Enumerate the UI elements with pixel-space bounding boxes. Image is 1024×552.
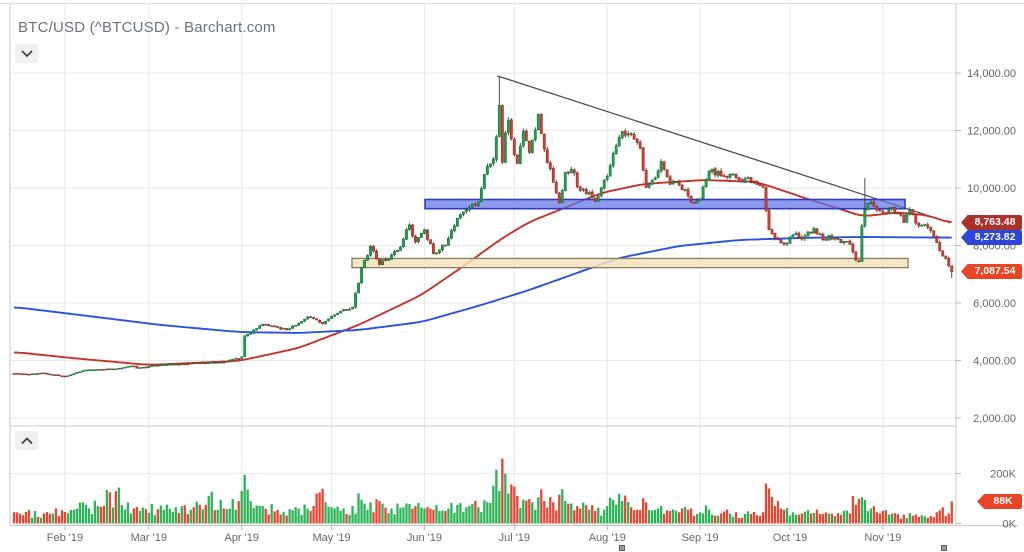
svg-text:4,000.00: 4,000.00 (973, 356, 1016, 368)
svg-text:0K: 0K (1003, 519, 1017, 531)
scrollbar-handle-left[interactable] (619, 545, 625, 551)
top-border (0, 3, 1024, 4)
ma-slow-line[interactable] (13, 236, 952, 334)
support-zone[interactable] (351, 257, 909, 269)
svg-text:Sep '19: Sep '19 (682, 532, 719, 544)
last-price-badge: 7,087.54 (961, 264, 1022, 279)
svg-text:Apr '19: Apr '19 (224, 532, 259, 544)
scrollbar-handle-right[interactable] (941, 545, 947, 551)
chart-title: BTC/USD (^BTCUSD) - Barchart.com (18, 19, 276, 36)
resistance-zone[interactable] (424, 198, 906, 210)
svg-text:6,000.00: 6,000.00 (973, 298, 1016, 310)
descending-trendline[interactable] (497, 75, 951, 224)
axis-labels: 14,000.0012,000.0010,000.008,000.006,000… (47, 68, 1017, 544)
svg-text:Jul '19: Jul '19 (499, 532, 530, 544)
symbol-collapse-button[interactable] (15, 44, 38, 63)
svg-text:12,000.00: 12,000.00 (967, 126, 1016, 138)
volume-pane-collapse-button[interactable] (15, 431, 38, 450)
svg-text:10,000.00: 10,000.00 (967, 183, 1016, 195)
ma-slow-price-badge: 8,273.82 (961, 230, 1022, 245)
svg-text:Mar '19: Mar '19 (131, 532, 167, 544)
svg-text:14,000.00: 14,000.00 (967, 68, 1016, 80)
svg-text:May '19: May '19 (312, 532, 350, 544)
svg-text:200K: 200K (990, 469, 1016, 481)
svg-text:Jun '19: Jun '19 (407, 532, 442, 544)
chevron-up-icon (21, 436, 32, 444)
volume-badge: 88K (977, 494, 1022, 509)
chevron-down-icon (21, 50, 32, 57)
svg-text:Nov '19: Nov '19 (864, 532, 901, 544)
svg-text:2,000.00: 2,000.00 (973, 413, 1016, 425)
svg-text:Feb '19: Feb '19 (47, 532, 83, 544)
volume-bars-layer[interactable] (12, 458, 953, 524)
axis-ticks (64, 72, 961, 530)
ma-fast-price-badge: 8,763.48 (961, 215, 1022, 230)
svg-text:Oct '19: Oct '19 (773, 532, 808, 544)
candles-layer[interactable] (12, 76, 954, 378)
svg-text:Aug '19: Aug '19 (589, 532, 626, 544)
